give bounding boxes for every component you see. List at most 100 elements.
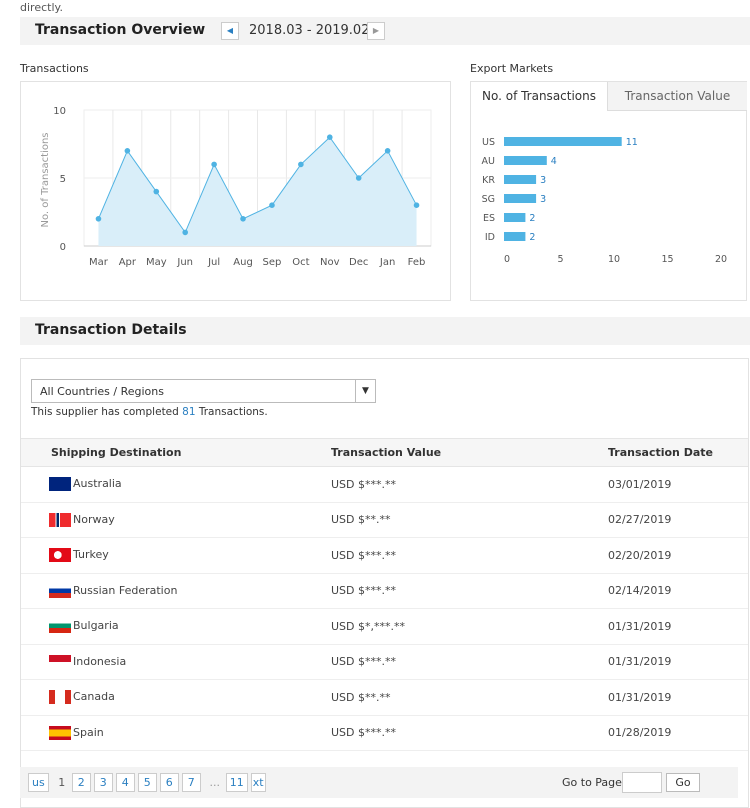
goto-page-input[interactable]: [622, 772, 662, 793]
data-label: 3: [540, 175, 546, 186]
page-3-button[interactable]: 3: [93, 773, 113, 792]
next-page-button[interactable]: xt: [250, 773, 266, 792]
data-point-Nov: [326, 134, 333, 140]
cell-destination: Spain: [21, 715, 301, 751]
country-filter-select[interactable]: All Countries / Regions ▼: [31, 379, 376, 403]
flag-ca-icon: [49, 690, 71, 705]
area-fill: [98, 137, 417, 246]
data-point-Mar: [95, 216, 102, 222]
transactions-table: Shipping Destination Transaction Value T…: [21, 438, 748, 751]
transaction-count: 81: [182, 406, 196, 418]
tab-transaction-value[interactable]: Transaction Value: [608, 82, 747, 111]
table-row: Turkey USD $***.** 02/20/2019: [21, 537, 748, 574]
page-6-button[interactable]: 6: [159, 773, 179, 792]
country-name: Turkey: [73, 548, 109, 562]
cell-date: 01/31/2019: [578, 644, 748, 680]
data-point-Jul: [211, 161, 217, 168]
prev-period-button[interactable]: ◀: [221, 22, 239, 40]
details-box: All Countries / Regions ▼ This supplier …: [20, 358, 749, 808]
flag-tr-icon: [49, 548, 71, 563]
flag-no-icon: [49, 512, 71, 527]
data-label: 2: [529, 232, 535, 243]
cell-date: 02/27/2019: [578, 502, 748, 538]
y-tick-label: 5: [60, 174, 66, 185]
x-tick-label: Apr: [119, 257, 137, 268]
prev-page-button[interactable]: us: [28, 773, 49, 792]
table-row: Indonesia USD $***.** 01/31/2019: [21, 644, 748, 680]
data-point-Feb: [413, 202, 420, 208]
page-5-button[interactable]: 5: [137, 773, 157, 792]
cell-destination: Canada: [21, 679, 301, 716]
cell-date: 01/31/2019: [578, 679, 748, 716]
col-transaction-date: Transaction Date: [578, 438, 748, 467]
category-label: ID: [485, 232, 495, 243]
x-tick-label: 5: [557, 254, 563, 265]
x-tick-label: Jun: [176, 257, 193, 268]
overview-title: Transaction Overview: [35, 22, 206, 38]
tab-no-of-transactions[interactable]: No. of Transactions: [471, 82, 608, 111]
data-label: 11: [626, 137, 638, 148]
flag-es-icon: [49, 725, 71, 740]
data-point-Jan: [384, 148, 391, 154]
data-point-Dec: [355, 175, 362, 181]
x-tick-label: 0: [504, 254, 510, 265]
x-tick-label: 15: [661, 254, 673, 265]
data-label: 4: [551, 156, 557, 167]
country-name: Australia: [73, 477, 122, 491]
country-name: Indonesia: [73, 654, 127, 668]
cell-destination: Russian Federation: [21, 573, 301, 609]
cell-date: 01/31/2019: [578, 608, 748, 645]
bar-KR: [504, 175, 537, 184]
table-row: Australia USD $***.** 03/01/2019: [21, 466, 748, 503]
cell-date: 02/14/2019: [578, 573, 748, 609]
data-point-Aug: [240, 216, 246, 222]
country-name: Norway: [73, 512, 115, 526]
table-row: Spain USD $***.** 01/28/2019: [21, 715, 748, 751]
cell-destination: Australia: [21, 466, 301, 503]
caret-left-icon: ◀: [226, 26, 234, 35]
table-row: Russian Federation USD $***.** 02/14/2019: [21, 573, 748, 609]
x-tick-label: 10: [608, 254, 620, 265]
x-tick-label: Oct: [292, 257, 309, 268]
transactions-chart: Mar Apr May Jun Jul Aug Sep Oct Nov Dec Jan Feb 0 5 10…: [40, 106, 432, 268]
col-shipping-destination: Shipping Destination: [21, 438, 301, 467]
summary-text: This supplier has completed 81 Transacti…: [31, 406, 268, 418]
export-markets-label: Export Markets: [470, 62, 554, 75]
last-page-button[interactable]: 11: [225, 773, 248, 792]
bar-ES: [504, 213, 526, 222]
country-name: Canada: [73, 690, 115, 704]
category-label: SG: [482, 194, 495, 205]
x-tick-label: Nov: [320, 257, 340, 268]
export-markets-box: No. of Transactions Transaction Value US…: [470, 81, 747, 301]
details-header: Transaction Details: [20, 317, 750, 345]
go-button[interactable]: Go: [666, 773, 700, 792]
x-tick-label: Aug: [233, 257, 253, 268]
current-page: 1: [58, 776, 66, 789]
page-7-button[interactable]: 7: [181, 773, 201, 792]
y-tick-label: 10: [53, 106, 66, 117]
col-transaction-value: Transaction Value: [301, 438, 578, 467]
x-tick-label: Dec: [349, 257, 368, 268]
details-title: Transaction Details: [35, 322, 187, 338]
category-label: US: [482, 137, 495, 148]
bar-SG: [504, 194, 537, 203]
x-tick-label: Jul: [207, 257, 220, 268]
page-4-button[interactable]: 4: [115, 773, 135, 792]
cell-destination: Bulgaria: [21, 608, 301, 645]
series-line: [97, 136, 417, 234]
data-point-Jun: [182, 229, 189, 236]
x-tick-label: 20: [715, 254, 727, 265]
overview-header: Transaction Overview ◀ 2018.03 - 2019.02…: [20, 17, 750, 45]
cell-destination: Norway: [21, 502, 301, 538]
next-period-button[interactable]: ▶: [367, 22, 385, 40]
x-tick-label: Mar: [89, 257, 109, 268]
cell-value: USD $***.**: [301, 466, 578, 503]
data-label: 2: [529, 213, 535, 224]
top-note: directly.: [20, 1, 63, 14]
cell-value: USD $**.**: [301, 502, 578, 538]
page-2-button[interactable]: 2: [71, 773, 91, 792]
ellipsis: ...: [209, 776, 220, 789]
country-filter-value: All Countries / Regions: [40, 385, 164, 398]
cell-date: 01/28/2019: [578, 715, 748, 751]
